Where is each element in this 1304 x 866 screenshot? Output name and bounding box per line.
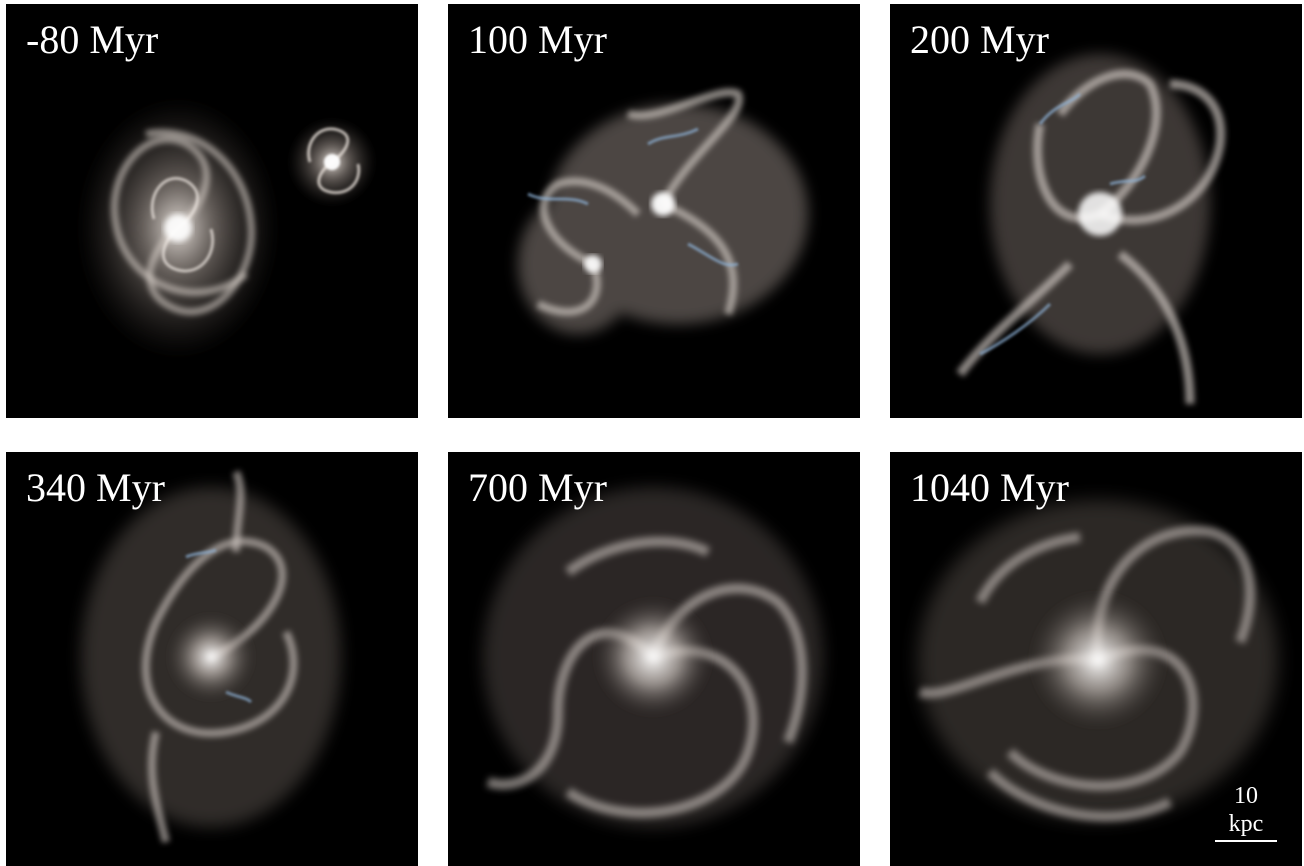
galaxy-image-minus-80 (78, 98, 376, 358)
time-label: 1040 Myr (910, 465, 1069, 510)
panel-700-myr: 700 Myr (448, 452, 860, 866)
panel-1040-myr: 1040 Myr 10 kpc (890, 452, 1302, 866)
panel-100-myr: 100 Myr (448, 4, 860, 418)
scale-bar: 10 kpc (1214, 782, 1278, 842)
time-label: 340 Myr (26, 465, 165, 510)
time-label: 200 Myr (910, 17, 1049, 62)
panel-200-myr: 200 Myr (890, 4, 1302, 418)
galaxy-image-100 (518, 88, 808, 334)
galaxy-image-700 (483, 487, 823, 827)
time-label: -80 Myr (26, 17, 159, 62)
time-label: 100 Myr (468, 17, 607, 62)
galaxy-image-1040 (918, 500, 1278, 822)
scale-bar-label: 10 kpc (1228, 783, 1264, 837)
time-label: 700 Myr (468, 465, 607, 510)
panel-minus-80-myr: -80 Myr (6, 4, 418, 418)
panel-340-myr: 340 Myr (6, 452, 418, 866)
scale-bar-line (1215, 840, 1277, 842)
galaxy-image-340 (81, 470, 341, 843)
galaxy-image-200 (956, 54, 1226, 405)
